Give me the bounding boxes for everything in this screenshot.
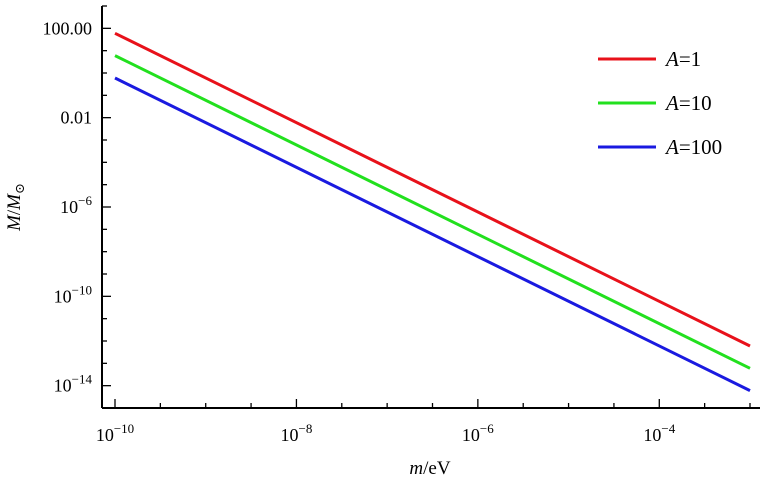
- legend-label-variable: A: [664, 91, 679, 115]
- y-tick-label: 10−6: [60, 193, 92, 217]
- x-tick-label-base: 10: [643, 425, 661, 445]
- legend-label-variable: A: [664, 135, 679, 159]
- x-tick-label-base: 10: [281, 425, 299, 445]
- y-tick-label-base: 0.01: [61, 108, 93, 128]
- legend-label-1: A=1: [664, 47, 701, 71]
- legend-label-2: A=10: [664, 91, 712, 115]
- y-axis-title-numerator: M: [4, 214, 25, 232]
- x-tick-label-exponent: −4: [661, 421, 675, 436]
- y-tick-label: 100.00: [43, 18, 93, 38]
- x-tick-label-base: 10: [96, 425, 114, 445]
- x-tick-label: 10−4: [643, 421, 675, 445]
- legend-label-3: A=100: [664, 135, 722, 159]
- x-tick-label-exponent: −8: [299, 421, 313, 436]
- y-tick-label-base: 100.00: [43, 18, 93, 38]
- y-tick-label-base: 10: [60, 197, 78, 217]
- legend-label-value: =10: [679, 91, 712, 115]
- series-line-3: [114, 76, 751, 392]
- x-axis-title-unit: /eV: [423, 458, 451, 479]
- x-tick-label-base: 10: [462, 425, 480, 445]
- y-tick-label-exponent: −6: [78, 193, 92, 208]
- series-line-1: [114, 31, 751, 348]
- x-tick-label-exponent: −10: [114, 421, 134, 436]
- y-tick-label-exponent: −10: [72, 282, 92, 297]
- legend-label-variable: A: [664, 47, 679, 71]
- y-axis-title: M/M⊙: [4, 183, 27, 232]
- legend: A=1A=10A=100: [598, 47, 722, 159]
- y-axis-title-sun-symbol: ⊙: [12, 183, 27, 194]
- y-axis-title-slash: /: [4, 209, 25, 215]
- y-axis-title-denominator: M: [4, 193, 25, 211]
- y-tick-label-base: 10: [54, 376, 72, 396]
- x-tick-label: 10−8: [281, 421, 313, 445]
- legend-label-value: =100: [679, 135, 722, 159]
- y-tick-label-exponent: −14: [72, 372, 93, 387]
- axes: 10−10 10−8 10−6 10−4100.000.0110−610−1010−1…: [43, 5, 760, 445]
- series-line-2: [114, 54, 751, 370]
- series-layer: [114, 31, 751, 392]
- x-tick-label-exponent: −6: [480, 421, 494, 436]
- x-tick-label: 10−10: [96, 421, 134, 445]
- y-tick-label: 10−14: [54, 372, 93, 396]
- y-tick-label: 10−10: [54, 282, 92, 306]
- x-axis-title: m/eV: [409, 458, 450, 479]
- y-tick-label-base: 10: [54, 286, 72, 306]
- x-axis-title-symbol: m: [409, 458, 423, 479]
- legend-label-value: =1: [679, 47, 701, 71]
- y-tick-label: 0.01: [61, 108, 93, 128]
- x-tick-label: 10−6: [462, 421, 494, 445]
